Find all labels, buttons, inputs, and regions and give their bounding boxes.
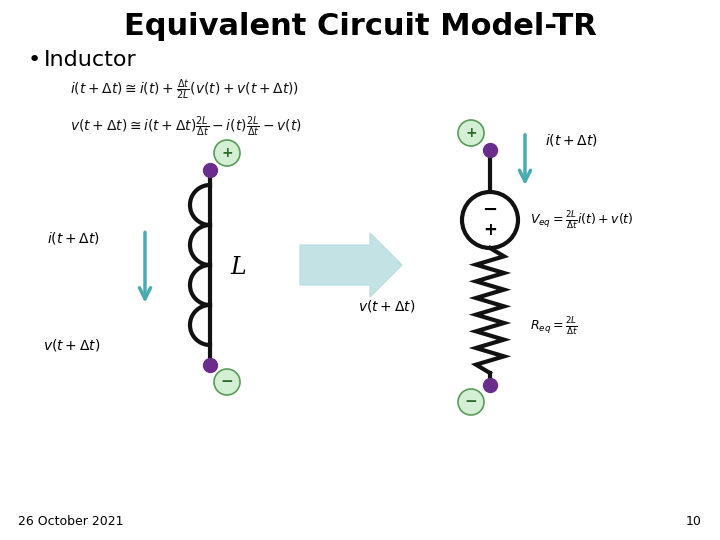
Text: +: + [483, 221, 497, 239]
Text: $i(t+\Delta t)$: $i(t+\Delta t)$ [545, 132, 598, 148]
Text: −: − [482, 201, 498, 219]
Text: 26 October 2021: 26 October 2021 [18, 515, 124, 528]
Circle shape [214, 140, 240, 166]
Text: •: • [28, 50, 41, 70]
Text: $v(t+\Delta t) \cong i(t+\Delta t)\frac{2L}{\Delta t}-i(t)\frac{2L}{\Delta t}-v(: $v(t+\Delta t) \cong i(t+\Delta t)\frac{… [70, 115, 302, 139]
Text: L: L [230, 256, 246, 279]
Text: $i(t+\Delta t)$: $i(t+\Delta t)$ [47, 230, 100, 246]
Text: $V_{eq}=\frac{2L}{\Delta t}i(t)+v(t)$: $V_{eq}=\frac{2L}{\Delta t}i(t)+v(t)$ [530, 209, 634, 231]
Circle shape [458, 389, 484, 415]
Text: −: − [220, 375, 233, 389]
Text: −: − [464, 395, 477, 409]
Text: Inductor: Inductor [44, 50, 137, 70]
Text: $i(t+\Delta t) \cong i(t)+\frac{\Delta t}{2L}(v(t)+v(t+\Delta t))$: $i(t+\Delta t) \cong i(t)+\frac{\Delta t… [70, 78, 299, 103]
Polygon shape [300, 233, 402, 297]
Text: $v(t+\Delta t)$: $v(t+\Delta t)$ [358, 299, 415, 314]
Text: $R_{eq}=\frac{2L}{\Delta t}$: $R_{eq}=\frac{2L}{\Delta t}$ [530, 315, 578, 338]
Text: +: + [221, 146, 233, 160]
Circle shape [462, 192, 518, 248]
Circle shape [214, 369, 240, 395]
Text: +: + [465, 126, 477, 140]
Text: 10: 10 [686, 515, 702, 528]
Text: $v(t+\Delta t)$: $v(t+\Delta t)$ [42, 337, 100, 353]
Text: Equivalent Circuit Model-TR: Equivalent Circuit Model-TR [124, 12, 596, 41]
Circle shape [458, 120, 484, 146]
